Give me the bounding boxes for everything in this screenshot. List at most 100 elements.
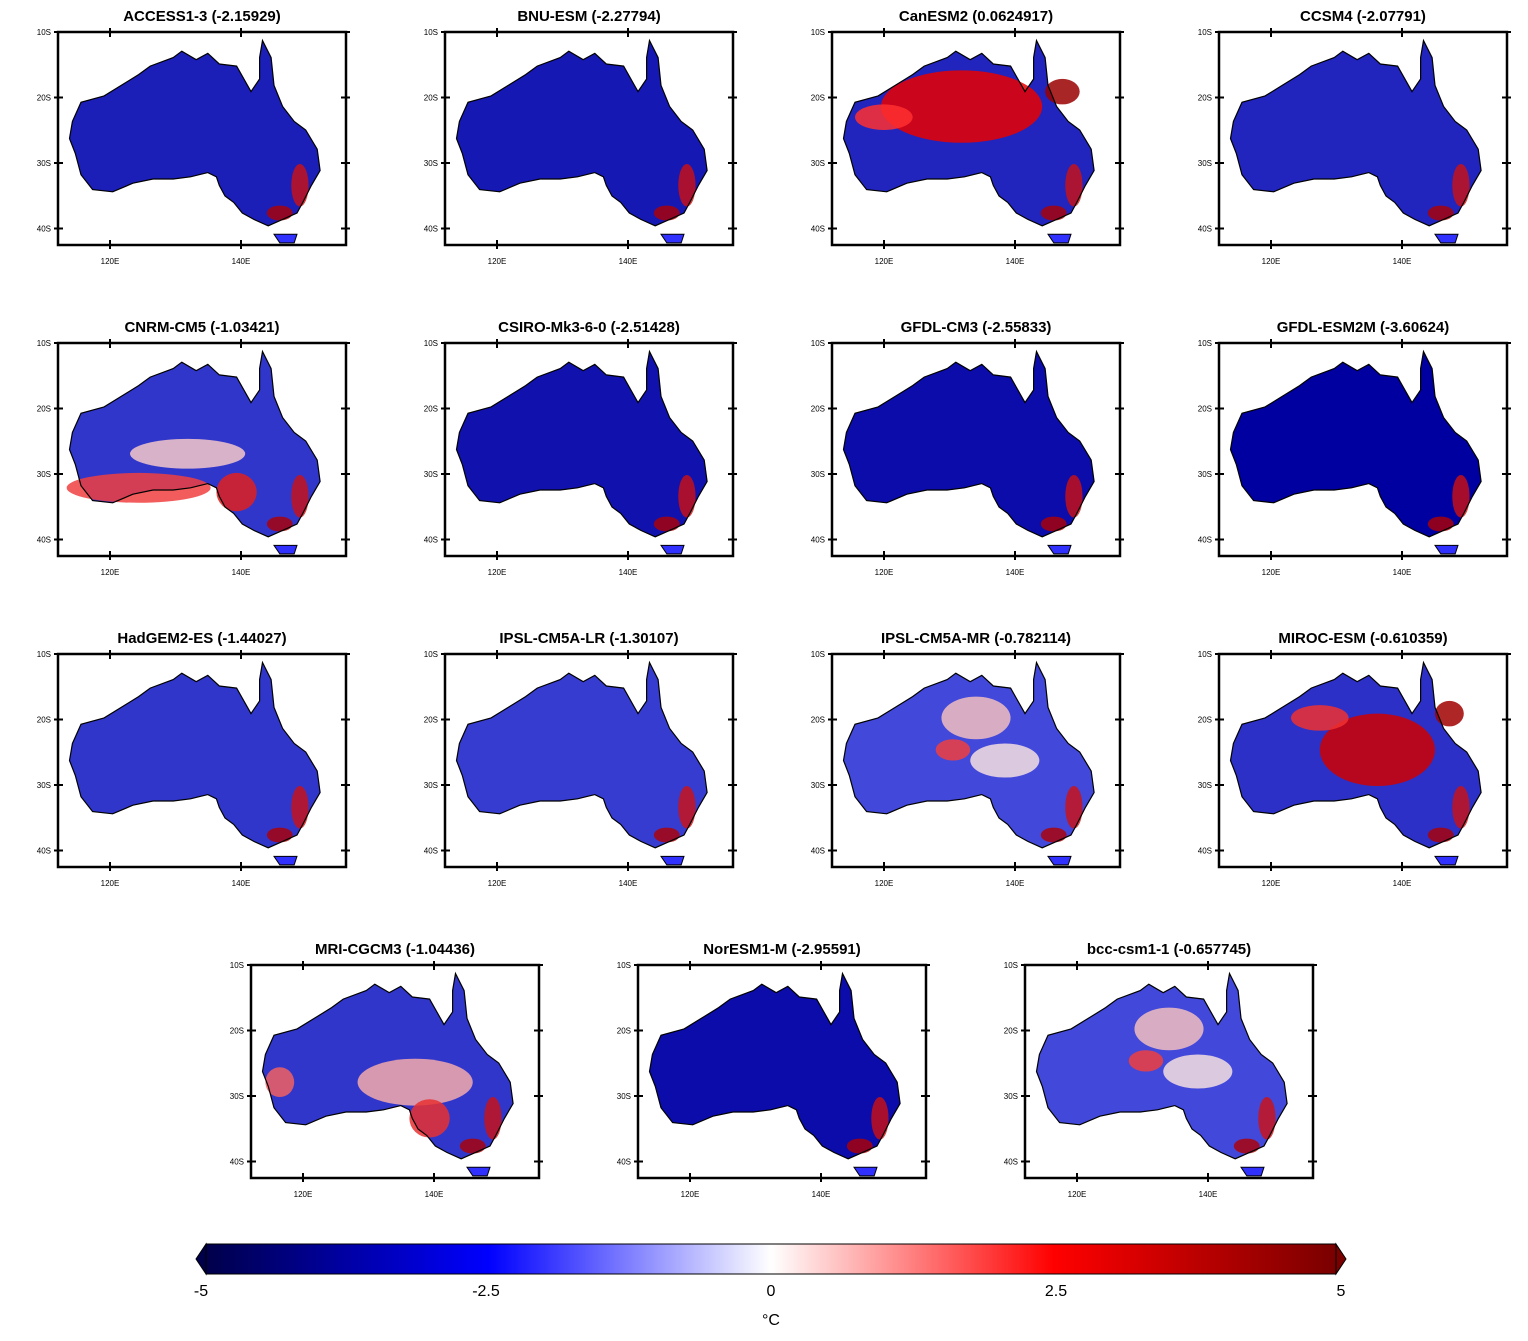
colorbar-tick-label: -2.5 <box>472 1283 500 1300</box>
land-anomaly-fill <box>69 40 321 226</box>
panel-title: IPSL-CM5A-LR (-1.30107) <box>499 630 678 647</box>
colorbar-tick-label: 5 <box>1337 1283 1346 1300</box>
tasmania <box>853 1166 878 1177</box>
lon-label: 140E <box>1006 568 1025 577</box>
lat-label: 30S <box>37 781 51 790</box>
lat-label: 10S <box>1004 961 1018 970</box>
tasmania <box>466 1166 491 1177</box>
lon-label: 140E <box>425 1190 444 1199</box>
anomaly-region <box>1435 700 1464 727</box>
lat-label: 10S <box>230 961 244 970</box>
map-frame <box>830 652 1122 869</box>
lon-label: 140E <box>1393 879 1412 888</box>
anomaly-region <box>265 1067 295 1098</box>
coastline <box>1229 660 1482 849</box>
coastal-anomaly <box>1452 475 1470 518</box>
map-panel: CCSM4 (-2.07791) 10S 20S 30S 40S 120E 140E <box>1198 8 1511 266</box>
coastline <box>1035 971 1288 1160</box>
colorbar-unit: °C <box>762 1312 780 1329</box>
land-anomaly-fill <box>456 662 708 848</box>
map-frame <box>443 652 735 869</box>
lat-label: 20S <box>424 94 438 103</box>
lon-label: 140E <box>1393 257 1412 266</box>
lat-label: 40S <box>1198 536 1212 545</box>
coastline <box>68 349 321 538</box>
tasmania <box>660 544 685 555</box>
land-anomaly-fill <box>843 662 1095 848</box>
lat-label: 10S <box>811 339 825 348</box>
coastal-anomaly <box>1452 786 1470 829</box>
coastal-anomaly <box>1233 1138 1260 1154</box>
lat-label: 40S <box>424 225 438 234</box>
map-panel: ACCESS1-3 (-2.15929) 10S 20S 30S 40S 120E 140E <box>37 8 350 266</box>
lat-label: 30S <box>37 159 51 168</box>
panel-title: MRI-CGCM3 (-1.04436) <box>315 941 475 958</box>
panel-title: BNU-ESM (-2.27794) <box>517 8 660 25</box>
coastal-anomaly <box>291 786 309 829</box>
lat-label: 10S <box>37 28 51 37</box>
colorbar-low-arrow <box>195 1242 207 1276</box>
coastal-anomaly <box>291 164 309 207</box>
lon-label: 140E <box>1199 1190 1218 1199</box>
coastal-anomaly <box>266 516 293 532</box>
anomaly-region <box>941 696 1011 740</box>
lon-label: 120E <box>101 879 120 888</box>
panel-title: CNRM-CM5 (-1.03421) <box>124 319 279 336</box>
colorbar-gradient <box>205 1243 1337 1275</box>
lat-label: 10S <box>1198 28 1212 37</box>
coastal-anomaly <box>653 516 680 532</box>
lat-label: 20S <box>1004 1027 1018 1036</box>
coastal-anomaly <box>653 205 680 221</box>
coastal-anomaly <box>678 164 696 207</box>
lat-label: 30S <box>811 781 825 790</box>
coastal-anomaly <box>1065 475 1083 518</box>
land-anomaly-fill <box>649 973 901 1159</box>
lat-label: 30S <box>1004 1092 1018 1101</box>
colorbar-tick-label: 2.5 <box>1045 1283 1067 1300</box>
lat-label: 40S <box>424 536 438 545</box>
lat-label: 10S <box>424 650 438 659</box>
lon-label: 120E <box>1262 879 1281 888</box>
lon-label: 120E <box>875 568 894 577</box>
lat-label: 30S <box>37 470 51 479</box>
map-panel: HadGEM2-ES (-1.44027) 10S 20S 30S 40S 120E 140… <box>37 630 350 888</box>
lat-label: 20S <box>811 405 825 414</box>
lat-label: 10S <box>424 28 438 37</box>
land-anomaly-fill <box>1230 351 1482 537</box>
lat-label: 20S <box>811 94 825 103</box>
coastline <box>68 38 321 227</box>
anomaly-region <box>1163 1054 1233 1089</box>
coastal-anomaly <box>1065 164 1083 207</box>
coastal-anomaly <box>266 827 293 843</box>
coastal-anomaly <box>1258 1097 1276 1140</box>
lat-label: 40S <box>811 536 825 545</box>
lon-label: 120E <box>1262 257 1281 266</box>
anomaly-region <box>409 1099 450 1138</box>
land-anomaly-fill <box>69 662 321 848</box>
lon-label: 140E <box>1006 879 1025 888</box>
land-anomaly-fill <box>456 40 708 226</box>
map-panel: CanESM2 (0.0624917) 10S 20S 30S 40S 120E 140E <box>811 8 1124 266</box>
tasmania <box>1434 233 1459 244</box>
coastal-anomaly <box>1065 786 1083 829</box>
lon-label: 120E <box>681 1190 700 1199</box>
lat-label: 40S <box>1198 847 1212 856</box>
map-panel: GFDL-CM3 (-2.55833) 10S 20S 30S 40S 120E 140E <box>811 319 1124 577</box>
map-frame <box>1217 341 1509 558</box>
lat-label: 10S <box>424 339 438 348</box>
coastal-anomaly <box>291 475 309 518</box>
lat-label: 30S <box>1198 781 1212 790</box>
coastline <box>455 660 708 849</box>
lon-label: 140E <box>619 568 638 577</box>
tasmania <box>1047 544 1072 555</box>
coastline <box>455 349 708 538</box>
lat-label: 40S <box>811 847 825 856</box>
lat-label: 20S <box>37 94 51 103</box>
anomaly-region <box>66 472 211 503</box>
coastal-anomaly <box>871 1097 889 1140</box>
map-panel: CNRM-CM5 (-1.03421) 10S 20S 30S 40S 120E 140E <box>37 319 350 577</box>
anomaly-region <box>1128 1050 1164 1072</box>
lat-label: 40S <box>37 225 51 234</box>
coastline <box>842 660 1095 849</box>
